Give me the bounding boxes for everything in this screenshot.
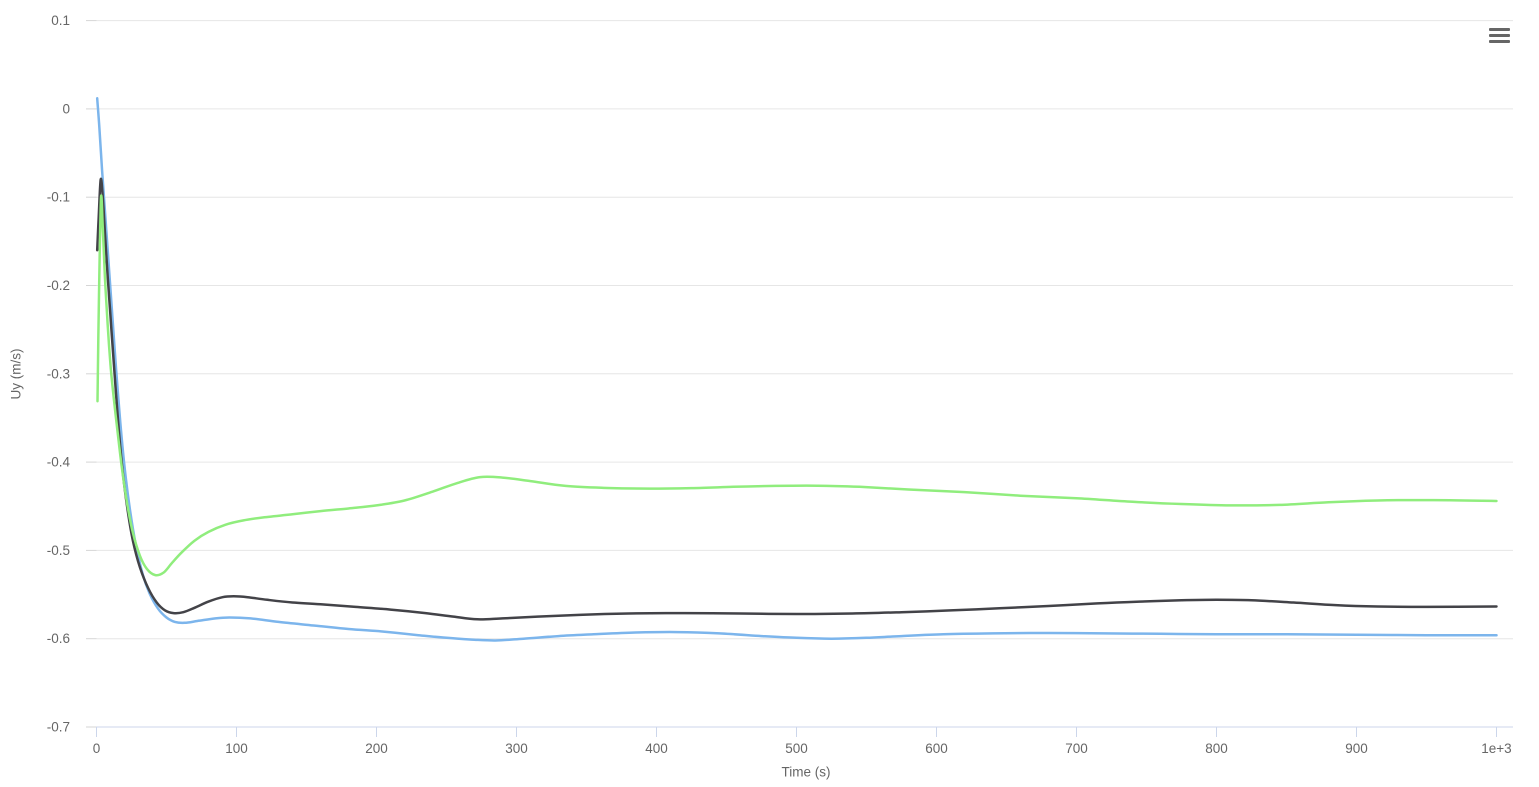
y-tick-label: -0.3	[47, 366, 70, 381]
y-tick-label: -0.6	[47, 631, 70, 646]
y-tick-label: -0.2	[47, 278, 70, 293]
y-tick-label: -0.7	[47, 720, 70, 735]
x-tick-label: 100	[225, 741, 248, 756]
y-tick-label: -0.4	[47, 455, 71, 470]
x-axis-title: Time (s)	[781, 764, 831, 780]
x-tick-label: 700	[1065, 741, 1088, 756]
y-tick-label: 0	[62, 101, 70, 116]
y-tick-label: -0.5	[47, 543, 70, 558]
x-tick-label: 0	[93, 741, 101, 756]
y-tick-label: 0.1	[51, 13, 70, 28]
x-tick-label: 500	[785, 741, 808, 756]
x-tick-label: 800	[1205, 741, 1228, 756]
x-tick-label: 900	[1345, 741, 1368, 756]
x-tick-label: 1e+3	[1481, 741, 1511, 756]
series-line-black[interactable]	[95, 177, 1498, 621]
y-axis-title: Uy (m/s)	[8, 348, 24, 400]
x-tick-label: 400	[645, 741, 668, 756]
x-tick-label: 200	[365, 741, 388, 756]
chart-context-menu-button[interactable]	[1486, 25, 1513, 46]
y-tick-label: -0.1	[47, 190, 70, 205]
x-tick-label: 600	[925, 741, 948, 756]
series-line-green[interactable]	[96, 194, 1498, 577]
hamburger-menu-icon	[1489, 27, 1510, 44]
x-tick-label: 300	[505, 741, 528, 756]
series-line-blue[interactable]	[95, 97, 1498, 642]
